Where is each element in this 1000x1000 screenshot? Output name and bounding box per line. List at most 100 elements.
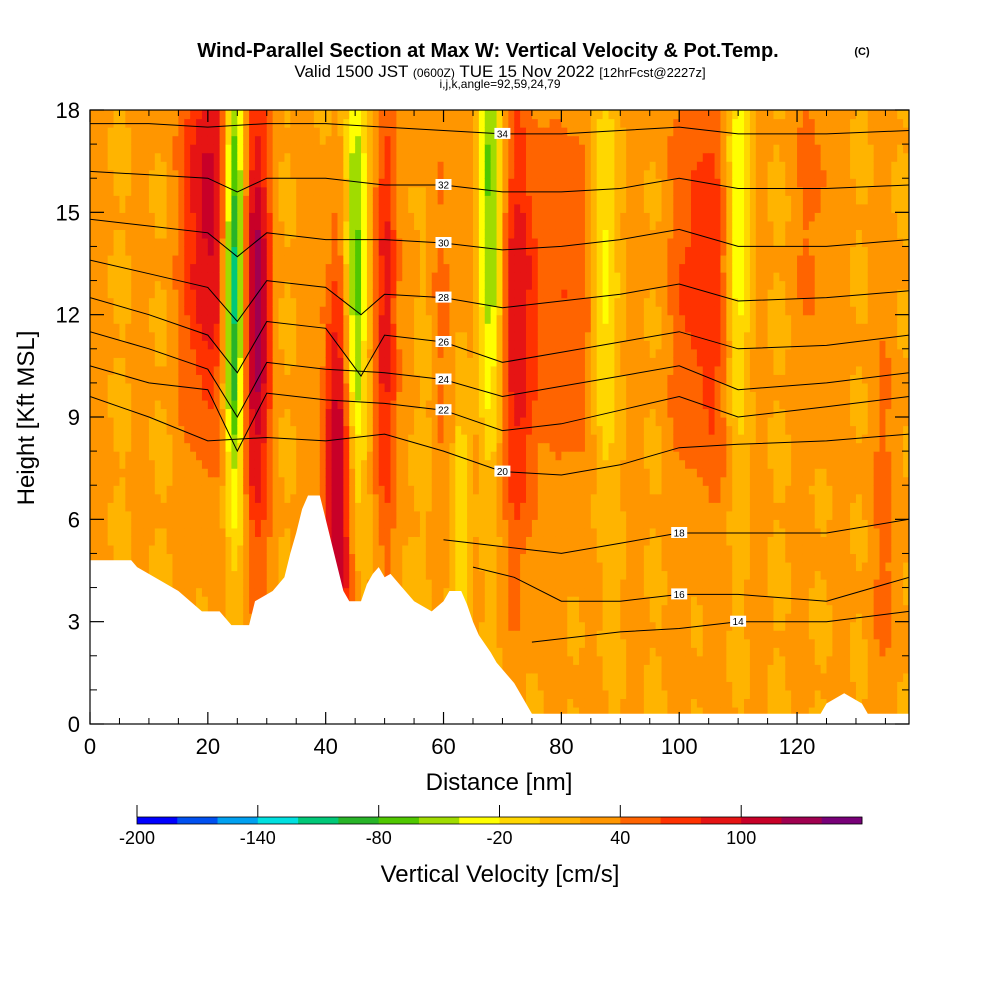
velocity-cell xyxy=(437,382,445,393)
velocity-cell xyxy=(414,442,421,452)
velocity-cell xyxy=(443,502,451,512)
velocity-cell xyxy=(260,152,268,162)
velocity-cell xyxy=(219,442,227,452)
velocity-cell xyxy=(325,254,333,265)
velocity-cell xyxy=(219,203,227,213)
velocity-cell xyxy=(366,510,374,520)
velocity-cell xyxy=(472,561,480,572)
velocity-cell xyxy=(402,434,409,444)
velocity-cell xyxy=(325,425,333,435)
velocity-cell xyxy=(184,587,191,597)
velocity-cell xyxy=(101,382,109,393)
velocity-cell xyxy=(349,519,356,529)
velocity-cell xyxy=(243,382,250,393)
velocity-cell xyxy=(366,417,374,427)
velocity-cell xyxy=(119,399,126,410)
velocity-cell xyxy=(254,340,262,350)
velocity-cell xyxy=(119,493,126,503)
velocity-cell xyxy=(272,280,280,290)
velocity-cell xyxy=(467,451,474,461)
velocity-cell xyxy=(154,340,162,350)
velocity-cell xyxy=(154,570,162,580)
velocity-cell xyxy=(207,485,215,495)
velocity-cell xyxy=(266,144,274,154)
velocity-cell xyxy=(490,289,498,299)
velocity-cell xyxy=(260,229,268,239)
velocity-cell xyxy=(260,246,268,256)
velocity-cell xyxy=(131,118,138,128)
velocity-cell xyxy=(490,425,498,435)
velocity-cell xyxy=(437,348,445,358)
velocity-cell xyxy=(390,468,397,478)
velocity-cell xyxy=(437,536,445,546)
velocity-cell xyxy=(455,485,462,495)
velocity-cell xyxy=(467,374,474,384)
velocity-cell xyxy=(196,374,203,384)
velocity-cell xyxy=(467,527,474,537)
velocity-cell xyxy=(113,246,121,256)
velocity-cell xyxy=(137,357,144,367)
velocity-cell xyxy=(137,254,144,265)
velocity-cell xyxy=(431,510,439,520)
velocity-cell xyxy=(243,519,250,529)
velocity-cell xyxy=(396,272,403,282)
velocity-cell xyxy=(148,195,156,205)
velocity-cell xyxy=(113,289,121,299)
velocity-cell xyxy=(484,169,492,179)
velocity-cell xyxy=(455,579,462,589)
velocity-cell xyxy=(325,135,333,145)
velocity-cell xyxy=(443,527,451,537)
velocity-cell xyxy=(455,434,462,444)
velocity-cell xyxy=(414,468,421,478)
velocity-cell xyxy=(313,331,321,341)
velocity-cell xyxy=(225,382,233,393)
chart-title: Wind-Parallel Section at Max W: Vertical… xyxy=(197,40,778,62)
velocity-cell xyxy=(237,178,244,188)
velocity-cell xyxy=(437,203,445,213)
velocity-cell xyxy=(472,357,480,367)
velocity-cell xyxy=(472,144,480,154)
velocity-cell xyxy=(449,425,456,435)
velocity-cell xyxy=(154,502,162,512)
velocity-cell xyxy=(184,493,191,503)
velocity-cell xyxy=(131,468,138,478)
velocity-cell xyxy=(284,544,291,555)
velocity-cell xyxy=(207,570,215,580)
velocity-cell xyxy=(119,229,126,239)
velocity-cell xyxy=(431,289,439,299)
velocity-cell xyxy=(431,246,439,256)
velocity-cell xyxy=(125,485,132,495)
velocity-cell xyxy=(90,169,97,179)
velocity-cell xyxy=(384,280,392,290)
velocity-cell xyxy=(337,459,344,469)
velocity-cell xyxy=(414,110,421,120)
velocity-cell xyxy=(190,502,197,512)
velocity-cell xyxy=(484,468,492,478)
velocity-cell xyxy=(490,536,498,546)
velocity-cell xyxy=(461,229,468,239)
velocity-cell xyxy=(437,195,445,205)
velocity-cell xyxy=(172,289,179,299)
velocity-cell xyxy=(172,263,179,273)
velocity-cell xyxy=(349,561,356,572)
velocity-cell xyxy=(461,502,468,512)
velocity-cell xyxy=(319,161,327,171)
velocity-cell xyxy=(390,306,397,316)
velocity-cell xyxy=(361,493,368,503)
velocity-cell xyxy=(431,272,439,282)
velocity-cell xyxy=(231,374,238,384)
velocity-cell xyxy=(243,280,250,290)
velocity-cell xyxy=(160,110,168,120)
velocity-cell xyxy=(113,476,121,486)
velocity-cell xyxy=(178,348,185,358)
velocity-cell xyxy=(431,451,439,461)
velocity-cell xyxy=(207,587,215,597)
velocity-cell xyxy=(461,357,468,367)
velocity-cell xyxy=(366,434,374,444)
velocity-cell xyxy=(154,399,162,410)
velocity-cell xyxy=(284,493,291,503)
velocity-cell xyxy=(196,323,203,333)
velocity-cell xyxy=(166,493,174,503)
velocity-cell xyxy=(154,331,162,341)
velocity-cell xyxy=(431,468,439,478)
